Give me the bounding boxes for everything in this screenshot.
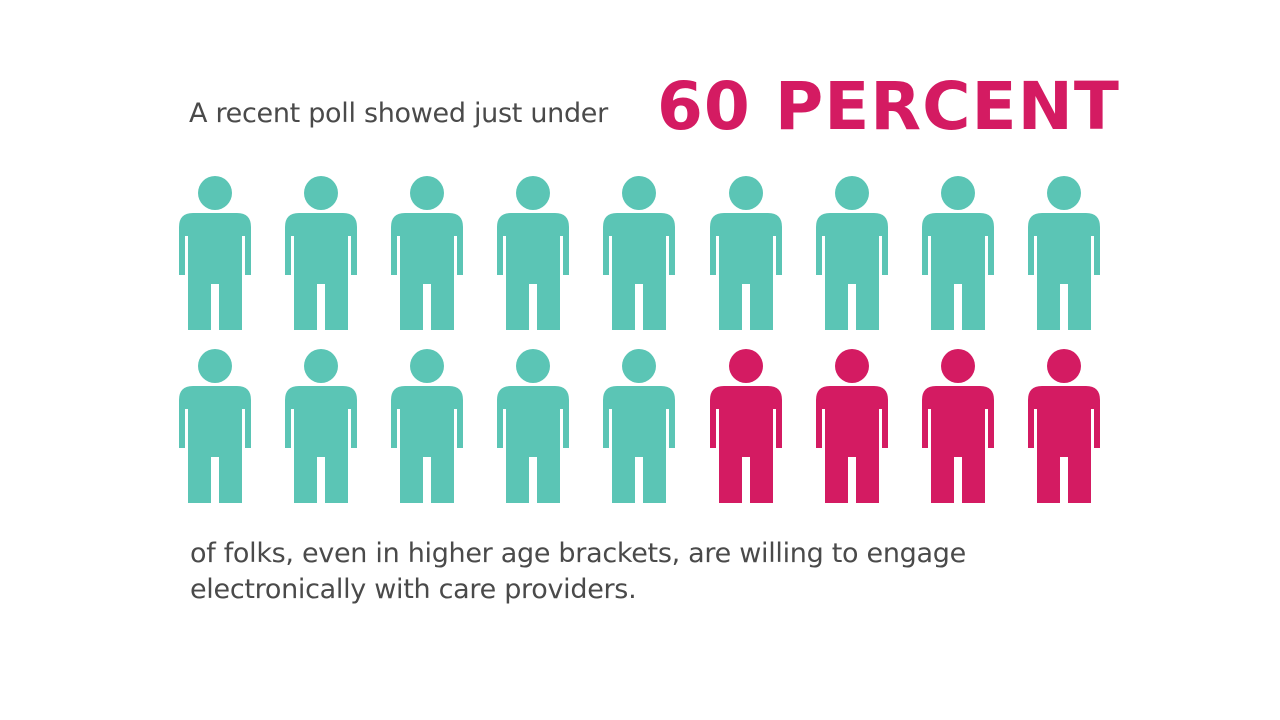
caption: of folks, even in higher age brackets, a… — [190, 536, 1090, 608]
headline-intro: A recent poll showed just under — [189, 98, 608, 129]
person-icon — [285, 349, 357, 503]
person-icon — [710, 176, 782, 330]
person-icon-highlighted — [710, 349, 782, 503]
person-icon — [922, 176, 994, 330]
person-icon-highlighted — [816, 349, 888, 503]
person-icon — [816, 176, 888, 330]
caption-line-2: electronically with care providers. — [190, 574, 637, 605]
person-icon — [391, 349, 463, 503]
person-icon — [603, 176, 675, 330]
headline: A recent poll showed just under 60 PERCE… — [189, 68, 1149, 148]
headline-highlight: 60 PERCENT — [657, 68, 1120, 145]
person-icon — [603, 349, 675, 503]
person-icon — [497, 176, 569, 330]
caption-line-1: of folks, even in higher age brackets, a… — [190, 538, 966, 569]
person-icon — [1028, 176, 1100, 330]
person-icon-highlighted — [1028, 349, 1100, 503]
person-icon — [179, 176, 251, 330]
person-icon — [497, 349, 569, 503]
person-icon — [391, 176, 463, 330]
person-icon — [179, 349, 251, 503]
person-icon — [285, 176, 357, 330]
person-icon-highlighted — [922, 349, 994, 503]
